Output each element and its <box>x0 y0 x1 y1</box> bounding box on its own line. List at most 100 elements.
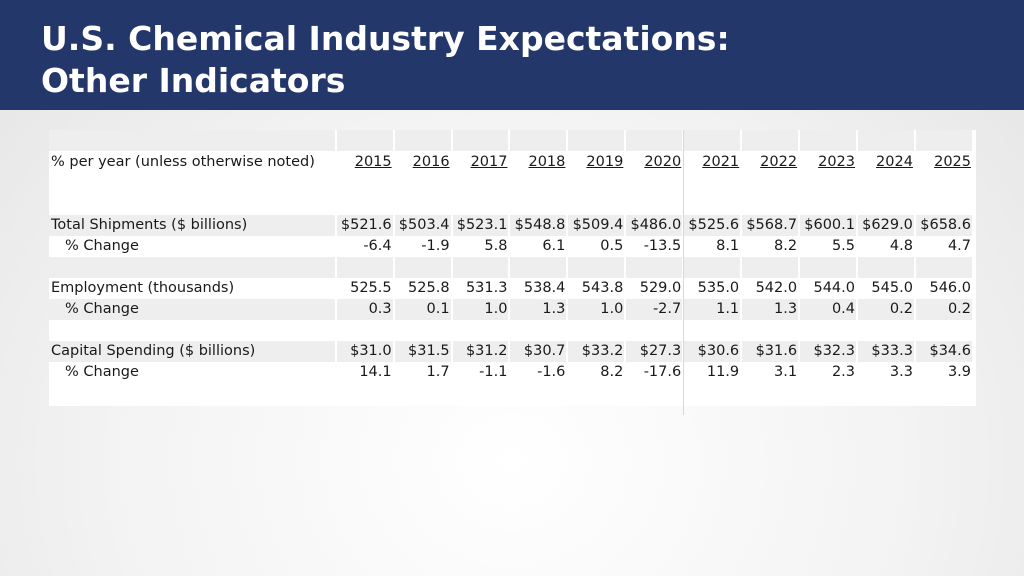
cell-2024: 0.2 <box>858 299 914 320</box>
cell-2020: -13.5 <box>643 238 682 254</box>
cell-2019: 543.8 <box>581 280 624 296</box>
year-header-2015: 2015 <box>354 153 392 170</box>
header-row: % per year (unless otherwise noted) 2015 2… <box>49 151 972 173</box>
spacer-row <box>49 130 972 151</box>
title-banner: U.S. Chemical Industry Expectations: Oth… <box>0 0 1024 110</box>
year-header-2019: 2019 <box>586 153 624 170</box>
table-body: % per year (unless otherwise noted) 2015 2… <box>49 130 972 404</box>
cell-2019: 0.5 <box>600 238 624 254</box>
shipments-change-row: % Change -6.4 -1.9 5.8 6.1 0.5 -13.5 8.1 8.2 5.5 4… <box>49 236 972 257</box>
cell-2018: $548.8 <box>510 215 567 236</box>
row-label: Employment (thousands) <box>51 280 235 296</box>
cell-2015: 0.3 <box>336 299 393 320</box>
employment-change-row: % Change 0.3 0.1 1.0 1.3 1.0 -2.7 1.1 1.3 0.4 0.2 0… <box>49 299 972 320</box>
cell-2015: $521.6 <box>336 215 393 236</box>
cell-2019: $509.4 <box>568 215 625 236</box>
cell-2024: $33.3 <box>858 341 914 362</box>
capital-spending-row: Capital Spending ($ billions) $31.0 $31.5 $… <box>49 341 972 362</box>
cell-2015: 14.1 <box>359 364 392 380</box>
title-line-2: Other Indicators <box>41 61 346 100</box>
year-header-2020: 2020 <box>644 153 682 170</box>
cell-2024: 545.0 <box>871 280 913 296</box>
cell-2019: 1.0 <box>568 299 625 320</box>
cell-2025: 0.2 <box>915 299 972 320</box>
cell-2018: $30.7 <box>510 341 567 362</box>
employment-row: Employment (thousands) 525.5 525.8 531.3 538… <box>49 278 972 299</box>
indicators-table: % per year (unless otherwise noted) 2015 2… <box>47 130 974 404</box>
cell-2018: 538.4 <box>523 280 566 296</box>
cell-2019: 8.2 <box>600 364 624 380</box>
spacer-row <box>49 194 972 215</box>
cell-2025: 3.9 <box>947 364 971 380</box>
year-header-2018: 2018 <box>528 153 566 170</box>
row-label: % Change <box>49 299 335 320</box>
cell-2021: 1.1 <box>684 299 741 320</box>
spacer-row <box>49 320 972 341</box>
year-header-2023: 2023 <box>818 153 855 170</box>
cell-2020: $486.0 <box>626 215 683 236</box>
cell-2018: 6.1 <box>542 238 566 254</box>
total-shipments-row: Total Shipments ($ billions) $521.6 $503.4… <box>49 215 972 236</box>
cell-2025: 546.0 <box>929 280 971 296</box>
cell-2023: 5.5 <box>831 238 855 254</box>
cell-2017: -1.1 <box>479 364 508 380</box>
cell-2023: 544.0 <box>813 280 855 296</box>
cell-2016: -1.9 <box>421 238 450 254</box>
cell-2021: $525.6 <box>684 215 741 236</box>
forecast-divider <box>683 130 684 415</box>
cell-2022: 542.0 <box>755 280 798 296</box>
year-header-2022: 2022 <box>760 153 798 170</box>
cell-2016: 1.7 <box>426 364 450 380</box>
cell-2016: 525.8 <box>408 280 450 296</box>
cell-2015: $31.0 <box>336 341 393 362</box>
year-header-2024: 2024 <box>876 153 913 170</box>
cell-2025: $34.6 <box>915 341 972 362</box>
cell-2016: $31.5 <box>394 341 451 362</box>
row-label: Capital Spending ($ billions) <box>49 341 335 362</box>
cell-2019: $33.2 <box>568 341 625 362</box>
cell-2021: 11.9 <box>706 364 740 380</box>
indicators-table-container: % per year (unless otherwise noted) 2015 2… <box>47 130 976 415</box>
cell-2016: 0.1 <box>394 299 451 320</box>
cell-2018: 1.3 <box>510 299 567 320</box>
title-line-1: U.S. Chemical Industry Expectations: <box>41 19 730 58</box>
cell-2021: 535.0 <box>697 280 740 296</box>
year-header-2025: 2025 <box>934 153 971 170</box>
cell-2021: $30.6 <box>684 341 741 362</box>
cell-2024: 4.8 <box>889 238 913 254</box>
cell-2017: 1.0 <box>452 299 509 320</box>
spacer-row <box>49 257 972 278</box>
cell-2023: 0.4 <box>800 299 856 320</box>
spacer-row <box>49 383 972 404</box>
header-label: % per year (unless otherwise noted) <box>51 153 315 170</box>
cell-2024: 3.3 <box>889 364 913 380</box>
cell-2022: $31.6 <box>742 341 799 362</box>
cell-2020: -2.7 <box>626 299 683 320</box>
capital-change-row: % Change 14.1 1.7 -1.1 -1.6 8.2 -17.6 11.9 3.1 2.… <box>49 362 972 383</box>
cell-2020: -17.6 <box>643 364 682 380</box>
cell-2023: $600.1 <box>800 215 856 236</box>
cell-2022: 8.2 <box>774 238 798 254</box>
spacer-row <box>49 173 972 194</box>
cell-2018: -1.6 <box>537 364 566 380</box>
cell-2024: $629.0 <box>858 215 914 236</box>
page-title: U.S. Chemical Industry Expectations: Oth… <box>41 18 730 102</box>
cell-2022: 1.3 <box>742 299 799 320</box>
year-header-2017: 2017 <box>470 153 508 170</box>
cell-2020: 529.0 <box>639 280 682 296</box>
row-label: Total Shipments ($ billions) <box>49 215 335 236</box>
year-header-2021: 2021 <box>702 153 740 170</box>
cell-2017: $31.2 <box>452 341 509 362</box>
cell-2025: 4.7 <box>947 238 971 254</box>
cell-2022: 3.1 <box>774 364 798 380</box>
cell-2020: $27.3 <box>626 341 683 362</box>
year-header-2016: 2016 <box>412 153 450 170</box>
cell-2021: 8.1 <box>716 238 740 254</box>
cell-2025: $658.6 <box>915 215 972 236</box>
row-label: % Change <box>65 238 139 254</box>
cell-2017: 531.3 <box>465 280 508 296</box>
row-label: % Change <box>65 364 139 380</box>
cell-2022: $568.7 <box>742 215 799 236</box>
cell-2016: $503.4 <box>394 215 451 236</box>
cell-2015: 525.5 <box>350 280 392 296</box>
